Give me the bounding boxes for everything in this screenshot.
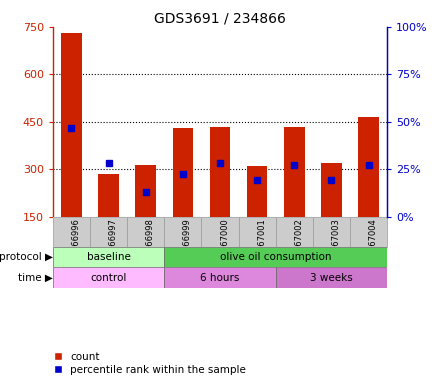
Bar [202,217,238,247]
Bar [284,127,304,217]
Bar [247,166,268,217]
Bar [276,217,313,247]
Text: 3 weeks: 3 weeks [310,273,353,283]
Text: GSM267002: GSM267002 [294,218,303,269]
Title: GDS3691 / 234866: GDS3691 / 234866 [154,12,286,26]
Bar [53,247,164,267]
Bar [61,33,81,217]
Text: GSM267000: GSM267000 [220,218,229,269]
Text: GSM267003: GSM267003 [331,218,341,269]
Bar [53,217,90,247]
Bar [164,267,276,288]
Text: baseline: baseline [87,252,131,262]
Text: GSM266999: GSM266999 [183,218,192,269]
Text: control: control [90,273,127,283]
Text: 6 hours: 6 hours [200,273,240,283]
Text: GSM267004: GSM267004 [369,218,378,269]
Bar [350,217,387,247]
Text: GSM266998: GSM266998 [146,218,155,269]
Bar [359,117,379,217]
Text: GSM267001: GSM267001 [257,218,266,269]
Bar [313,217,350,247]
Bar [276,267,387,288]
Bar [321,163,342,217]
Bar [98,174,119,217]
Bar [238,217,276,247]
Bar [210,127,230,217]
Bar [164,217,202,247]
Legend: count, percentile rank within the sample: count, percentile rank within the sample [54,352,246,375]
Bar [90,217,127,247]
Bar [172,128,193,217]
Text: olive oil consumption: olive oil consumption [220,252,331,262]
Text: time ▶: time ▶ [18,273,53,283]
Bar [136,165,156,217]
Bar [164,247,387,267]
Bar [53,267,164,288]
Text: GSM266997: GSM266997 [109,218,117,269]
Text: protocol ▶: protocol ▶ [0,252,53,262]
Text: GSM266996: GSM266996 [71,218,81,269]
Bar [127,217,164,247]
